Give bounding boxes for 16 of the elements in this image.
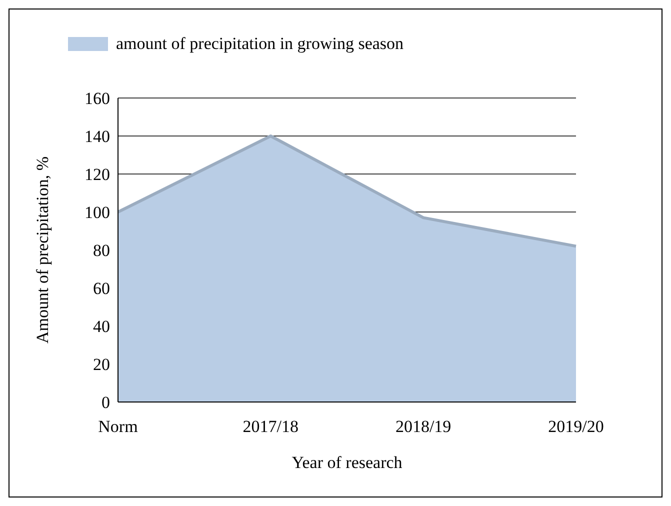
- y-tick-label: 60: [93, 278, 110, 298]
- legend-label: amount of precipitation in growing season: [116, 34, 404, 53]
- y-tick-label: 160: [84, 88, 110, 108]
- y-axis-title: Amount of precipitation, %: [33, 156, 52, 344]
- y-tick-label: 120: [84, 164, 110, 184]
- y-tick-label: 20: [93, 354, 110, 374]
- x-tick-label: 2017/18: [242, 417, 299, 436]
- y-tick-label: 100: [84, 202, 110, 222]
- x-tick-label: 2019/20: [548, 417, 604, 436]
- x-axis-title: Year of research: [292, 453, 403, 472]
- y-tick-label: 40: [93, 316, 110, 336]
- x-tick-label: 2018/19: [395, 417, 452, 436]
- y-tick-label: 0: [102, 392, 110, 412]
- y-tick-label: 140: [84, 126, 110, 146]
- x-tick-label: Norm: [98, 417, 138, 436]
- y-tick-label: 80: [93, 240, 110, 260]
